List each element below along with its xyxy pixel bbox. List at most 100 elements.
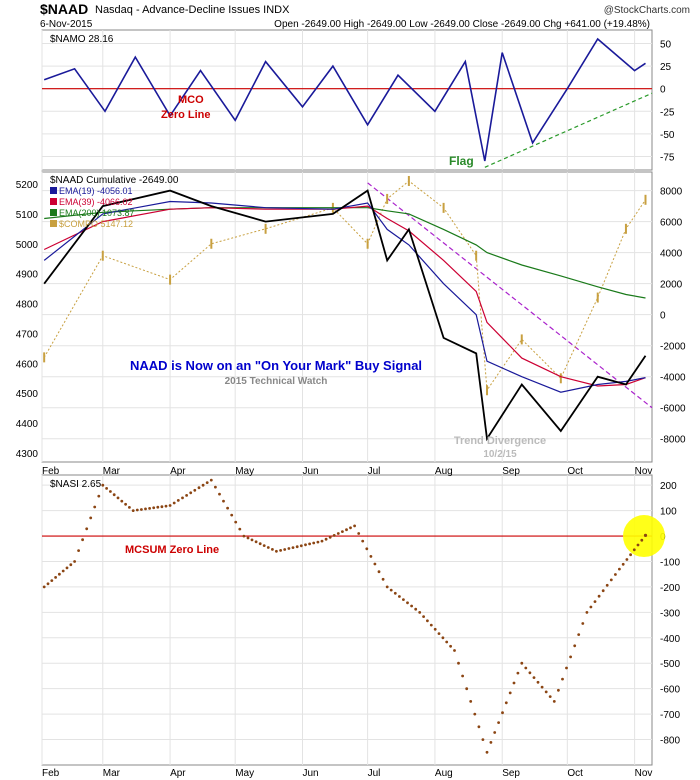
nasi-point: [540, 685, 544, 689]
x-tick-label-mid: Aug: [435, 466, 453, 477]
nasi-point: [636, 543, 640, 547]
nasi-point: [504, 701, 508, 705]
nasi-point: [144, 507, 147, 511]
nasi-point: [131, 509, 135, 512]
nasi-point: [353, 524, 356, 528]
legend-swatch-ema19: [50, 187, 57, 194]
naad-right-y-tick: -8000: [660, 435, 686, 446]
naad-left-y-tick: 4300: [16, 449, 39, 460]
nasi-point: [93, 505, 97, 509]
nasi-point: [341, 530, 344, 533]
legend-ema19: EMA(19) -4056.01: [59, 186, 133, 196]
nasi-point: [640, 538, 644, 542]
nasi-point: [557, 688, 560, 692]
x-tick-label-mid: Jun: [302, 466, 318, 477]
nasi-y-tick: -400: [660, 634, 680, 645]
nasi-point: [230, 513, 234, 517]
chart-name: Nasdaq - Advance-Decline Issues INDX: [95, 4, 290, 16]
nasi-y-tick: -600: [660, 685, 680, 696]
nasi-point: [481, 738, 485, 741]
nasi-point: [445, 640, 449, 644]
x-tick-label-mid: Jul: [368, 466, 381, 477]
naad-cumulative-line: [43, 189, 647, 442]
nasi-point: [148, 507, 152, 510]
nasi-point: [250, 538, 254, 542]
nasi-y-tick: -800: [660, 736, 680, 747]
nasi-point: [77, 549, 80, 552]
x-tick-label-bottom: Jun: [302, 768, 318, 779]
nasi-point: [324, 537, 328, 541]
nasi-point: [377, 570, 381, 574]
nasi-point: [373, 562, 377, 566]
x-tick-label-mid: Sep: [502, 466, 520, 477]
nasi-point: [89, 516, 93, 520]
naad-right-y-tick: -4000: [660, 373, 686, 384]
trend-divergence-text: Trend Divergence: [454, 435, 546, 447]
naad-right-y-tick: 2000: [660, 280, 683, 291]
namo-y-tick: 50: [660, 40, 672, 51]
flag-trendline: [484, 92, 653, 168]
nasi-point: [625, 558, 629, 561]
nasi-point: [112, 493, 116, 497]
nasi-point: [552, 700, 556, 703]
nasi-point: [581, 622, 585, 625]
nasi-point: [441, 636, 445, 640]
nasi-point: [222, 499, 225, 503]
axis-layer: Feb Feb Mar Mar Apr Apr May May Jun Jun Jul Jul Aug A…: [16, 40, 686, 779]
nasi-point: [501, 711, 504, 715]
nasi-point: [308, 542, 311, 546]
x-tick-label-mid: May: [235, 466, 254, 477]
nasi-point: [489, 741, 493, 744]
nasi-title: $NASI 2.65: [50, 479, 102, 490]
nasi-point: [209, 478, 213, 482]
x-tick-label-mid: Oct: [567, 466, 583, 477]
naad-right-y-tick: 0: [660, 311, 666, 322]
naad-legend: EMA(19) -4056.01 EMA(39) -4066.02 EMA(20…: [50, 186, 135, 229]
nasi-point: [254, 540, 258, 544]
flag-label: Flag: [449, 154, 474, 168]
x-tick-label-bottom: May: [235, 768, 254, 779]
nasi-point: [449, 644, 452, 648]
naad-left-y-tick: 4500: [16, 389, 39, 400]
legend-ema39: EMA(39) -4066.02: [59, 197, 133, 207]
nasi-point: [565, 666, 568, 670]
nasi-point: [332, 534, 336, 537]
nasi-point: [291, 546, 295, 549]
nasi-point: [275, 549, 278, 553]
nasi-y-tick: -100: [660, 557, 680, 568]
namo-y-tick: 25: [660, 62, 672, 73]
nasi-point: [544, 690, 548, 694]
naad-right-y-tick: 8000: [660, 187, 683, 198]
x-tick-label-bottom: Oct: [567, 768, 583, 779]
nasi-point: [61, 569, 65, 573]
nasi-point: [109, 490, 112, 493]
nasi-point: [73, 560, 76, 563]
naad-downtrend-line: [367, 182, 653, 409]
nasi-point: [214, 485, 217, 489]
namo-y-tick: 0: [660, 85, 666, 96]
nasi-point: [238, 527, 242, 531]
naad-left-y-tick: 5100: [16, 210, 39, 221]
nasi-point: [328, 535, 332, 539]
chart-symbol: $NAAD: [40, 1, 88, 17]
nasi-point: [414, 607, 418, 611]
nasi-point: [512, 681, 516, 685]
nasi-point: [160, 505, 164, 509]
nasi-point: [299, 544, 303, 548]
nasi-point: [389, 588, 393, 592]
nasi-point: [618, 567, 621, 571]
nasi-point: [69, 563, 73, 567]
nasi-point: [185, 494, 189, 497]
buy-signal-text: NAAD is Now on an "On Your Mark" Buy Sig…: [130, 358, 422, 373]
x-tick-label-mid: Feb: [42, 466, 60, 477]
nasi-point: [42, 585, 46, 589]
nasi-point: [493, 731, 497, 734]
legend-swatch-ema200: [50, 209, 57, 216]
nasi-point: [58, 572, 61, 576]
nasi-point: [168, 504, 172, 507]
nasi-point: [385, 585, 389, 589]
nasi-point: [569, 655, 572, 659]
grid-layer: [41, 30, 652, 765]
nasi-point: [218, 492, 221, 496]
nasi-point: [577, 633, 581, 636]
